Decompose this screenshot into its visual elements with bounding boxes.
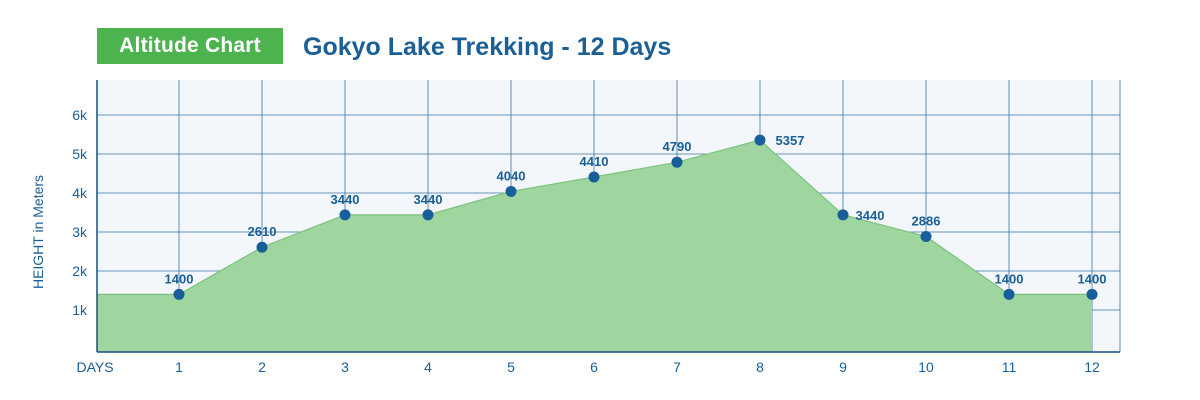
data-label-day-9: 3440 bbox=[856, 208, 885, 223]
data-point-day-5 bbox=[505, 185, 517, 197]
x-tick-label-1: 1 bbox=[175, 359, 183, 375]
data-point-day-11 bbox=[1003, 288, 1015, 300]
data-label-day-10: 2886 bbox=[912, 213, 941, 228]
data-point-day-1 bbox=[173, 288, 185, 300]
y-tick-label-2: 2k bbox=[72, 263, 88, 279]
axes bbox=[96, 80, 1120, 353]
data-point-day-8 bbox=[754, 134, 766, 146]
data-label-day-3: 3440 bbox=[331, 192, 360, 207]
data-label-day-7: 4790 bbox=[663, 139, 692, 154]
x-tick-label-11: 11 bbox=[1002, 359, 1017, 375]
chart-title: Gokyo Lake Trekking - 12 Days bbox=[303, 33, 672, 61]
x-tick-label-4: 4 bbox=[424, 359, 432, 375]
x-tick-label-7: 7 bbox=[673, 359, 681, 375]
data-label-day-8: 5357 bbox=[776, 133, 805, 148]
data-point-day-10 bbox=[920, 230, 932, 242]
x-tick-label-8: 8 bbox=[756, 359, 764, 375]
data-point-day-6 bbox=[588, 171, 600, 183]
data-label-day-4: 3440 bbox=[414, 192, 443, 207]
data-label-day-1: 1400 bbox=[165, 271, 194, 286]
y-tick-label-6: 6k bbox=[72, 107, 88, 123]
data-point-day-4 bbox=[422, 209, 434, 221]
data-label-day-6: 4410 bbox=[580, 154, 609, 169]
data-label-day-2: 2610 bbox=[248, 224, 277, 239]
x-tick-label-3: 3 bbox=[341, 359, 349, 375]
y-tick-label-1: 1k bbox=[72, 302, 88, 318]
data-point-day-2 bbox=[256, 241, 268, 253]
x-tick-label-10: 10 bbox=[918, 359, 934, 375]
x-tick-label-2: 2 bbox=[258, 359, 266, 375]
x-axis-title: DAYS bbox=[76, 359, 113, 375]
altitude-area bbox=[97, 140, 1092, 352]
data-labels: 1400 2610 3440 3440 4040 4410 4790 5357 3440 2886… bbox=[165, 133, 1107, 286]
data-point-day-7 bbox=[671, 156, 683, 168]
x-tick-label-12: 12 bbox=[1084, 359, 1100, 375]
y-tick-label-3: 3k bbox=[72, 224, 88, 240]
chart-badge: Altitude Chart bbox=[97, 28, 283, 64]
x-tick-label-5: 5 bbox=[507, 359, 515, 375]
data-point-day-12 bbox=[1086, 288, 1098, 300]
data-label-day-5: 4040 bbox=[497, 168, 526, 183]
y-axis-title: HEIGHT in Meters bbox=[30, 175, 46, 289]
data-points bbox=[173, 134, 1098, 300]
y-tick-label-4: 4k bbox=[72, 185, 88, 201]
y-tick-label-5: 5k bbox=[72, 146, 88, 162]
data-label-day-12: 1400 bbox=[1078, 271, 1107, 286]
x-tick-label-9: 9 bbox=[839, 359, 847, 375]
data-point-day-9 bbox=[837, 209, 849, 221]
x-tick-label-6: 6 bbox=[590, 359, 598, 375]
data-point-day-3 bbox=[339, 209, 351, 221]
data-label-day-11: 1400 bbox=[995, 271, 1024, 286]
